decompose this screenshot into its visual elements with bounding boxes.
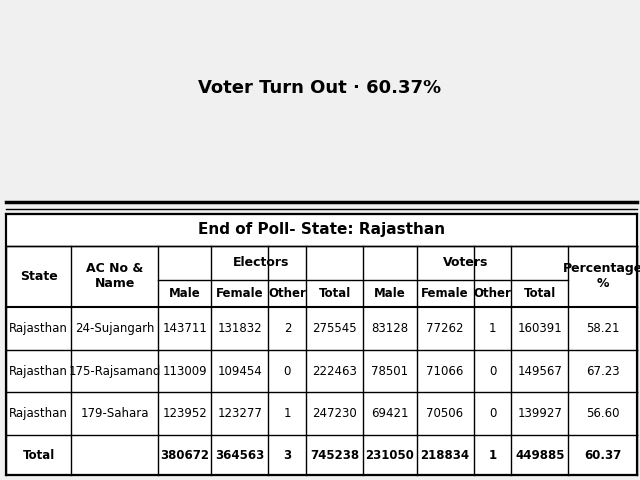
Text: 131832: 131832: [218, 322, 262, 335]
Text: Female: Female: [216, 287, 264, 300]
Text: Other: Other: [269, 287, 307, 300]
Text: 3: 3: [284, 449, 291, 462]
Text: 143711: 143711: [163, 322, 207, 335]
Text: Percentage
%: Percentage %: [563, 263, 640, 290]
Text: Male: Male: [169, 287, 201, 300]
Text: Rajasthan: Rajasthan: [9, 365, 68, 378]
Text: 745238: 745238: [310, 449, 360, 462]
Text: 0: 0: [284, 365, 291, 378]
Text: Voters: Voters: [444, 256, 488, 269]
Text: 77262: 77262: [426, 322, 464, 335]
Text: 175-Rajsamand: 175-Rajsamand: [68, 365, 161, 378]
Text: 70506: 70506: [426, 408, 463, 420]
Text: 449885: 449885: [515, 449, 564, 462]
Text: Total: Total: [524, 287, 556, 300]
Text: Rajasthan: Rajasthan: [9, 322, 68, 335]
Text: 2: 2: [284, 322, 291, 335]
Text: 1: 1: [488, 449, 497, 462]
Text: 149567: 149567: [518, 365, 563, 378]
Text: 109454: 109454: [218, 365, 262, 378]
Text: 1: 1: [284, 408, 291, 420]
Text: 123277: 123277: [218, 408, 262, 420]
Text: 218834: 218834: [420, 449, 470, 462]
Text: 231050: 231050: [365, 449, 414, 462]
Text: 275545: 275545: [312, 322, 357, 335]
Text: 222463: 222463: [312, 365, 357, 378]
Text: Rajasthan: Rajasthan: [9, 408, 68, 420]
Text: Male: Male: [374, 287, 406, 300]
Text: 67.23: 67.23: [586, 365, 620, 378]
Text: 60.37: 60.37: [584, 449, 621, 462]
Text: 139927: 139927: [518, 408, 563, 420]
Text: 247230: 247230: [312, 408, 357, 420]
Text: Electors: Electors: [233, 256, 289, 269]
Text: Female: Female: [421, 287, 469, 300]
Text: Total: Total: [319, 287, 351, 300]
Text: 69421: 69421: [371, 408, 409, 420]
Text: 78501: 78501: [371, 365, 408, 378]
Text: 364563: 364563: [215, 449, 264, 462]
Text: 71066: 71066: [426, 365, 464, 378]
Text: End of Poll- State: Rajasthan: End of Poll- State: Rajasthan: [198, 222, 445, 237]
Text: 56.60: 56.60: [586, 408, 620, 420]
Text: 83128: 83128: [371, 322, 408, 335]
Text: Voter Turn Out · 60.37%: Voter Turn Out · 60.37%: [198, 79, 442, 96]
Text: 1: 1: [489, 322, 496, 335]
Text: Total: Total: [22, 449, 55, 462]
Text: 58.21: 58.21: [586, 322, 620, 335]
Text: 160391: 160391: [518, 322, 563, 335]
Text: Other: Other: [474, 287, 511, 300]
Text: State: State: [20, 270, 58, 283]
Text: 123952: 123952: [163, 408, 207, 420]
Text: 24-Sujangarh: 24-Sujangarh: [75, 322, 154, 335]
Text: 0: 0: [489, 408, 496, 420]
Text: 0: 0: [489, 365, 496, 378]
Text: AC No &
Name: AC No & Name: [86, 263, 143, 290]
Bar: [6, 214, 637, 475]
Text: 113009: 113009: [163, 365, 207, 378]
Text: 380672: 380672: [161, 449, 209, 462]
Text: 179-Sahara: 179-Sahara: [81, 408, 149, 420]
